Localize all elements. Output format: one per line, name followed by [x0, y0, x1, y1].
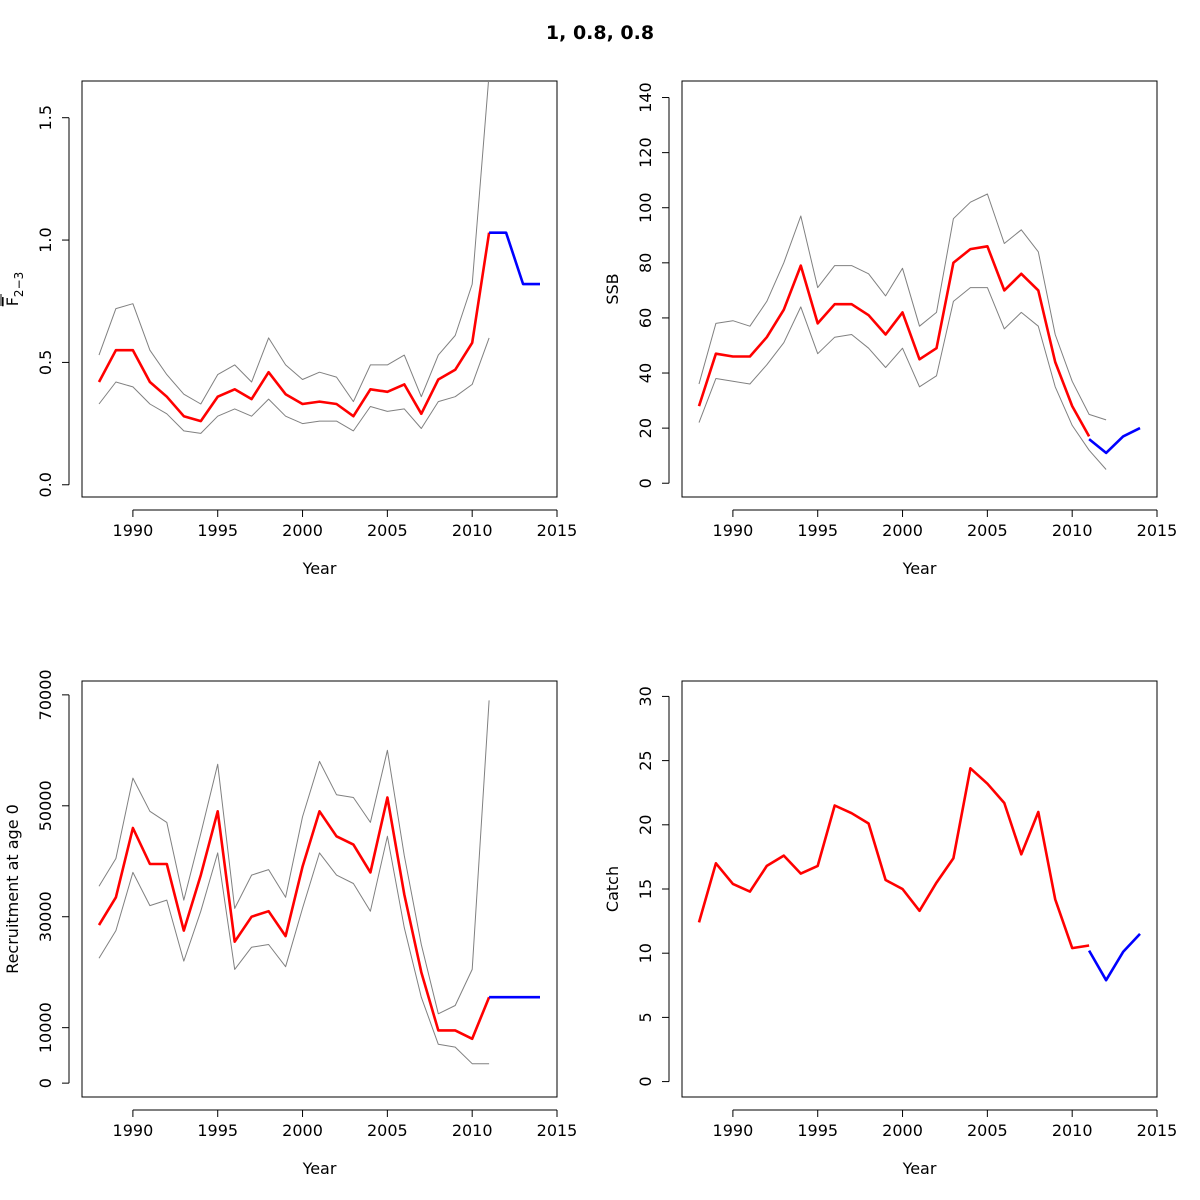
x-tick-label: 2000 — [282, 1121, 323, 1140]
y-axis-label: F2−3 — [3, 272, 26, 307]
y-tick-label: 80 — [636, 253, 655, 273]
y-tick-label: 30000 — [36, 891, 55, 942]
x-tick-label: 1995 — [797, 1121, 838, 1140]
panel-f-bar: 1990 1995 2000 2005 2010 2015 0.0 0.5 1.0 1.5 Year… — [0, 80, 578, 578]
y-tick-label: 25 — [636, 750, 655, 770]
y-tick-label: 100 — [636, 192, 655, 223]
x-axis-label: Year — [302, 559, 337, 578]
x-axis-label: Year — [902, 1159, 937, 1178]
x-tick-label: 2000 — [882, 1121, 923, 1140]
x-tick-label: 1990 — [113, 521, 154, 540]
panel-recruitment: 1990 1995 2000 2005 2010 2015 0 10000 30000 50000… — [3, 669, 577, 1178]
x-tick-label: 2005 — [967, 1121, 1008, 1140]
ci-series-line — [698, 287, 1107, 470]
y-tick-label: 60 — [636, 308, 655, 328]
ci-series-line — [98, 835, 490, 1065]
y-tick-label: 15 — [636, 879, 655, 899]
x-tick-label: 2000 — [882, 521, 923, 540]
y-tick-label: 5 — [636, 1012, 655, 1022]
estimate-series-line — [697, 766, 1090, 950]
plot-frame — [681, 80, 1158, 498]
x-axis-label: Year — [902, 559, 937, 578]
x-tick-label: 1995 — [797, 521, 838, 540]
y-tick-label: 40 — [636, 363, 655, 383]
ci-series-line — [98, 700, 490, 1015]
plot-frame — [681, 680, 1158, 1098]
y-axis-label: Catch — [603, 866, 622, 912]
figure-title: 1, 0.8, 0.8 — [546, 22, 654, 44]
forecast-series-line — [1087, 933, 1141, 982]
x-tick-label: 2010 — [1052, 521, 1093, 540]
x-tick-label: 1990 — [713, 521, 754, 540]
y-tick-label: 70000 — [36, 669, 55, 720]
x-tick-label: 2010 — [452, 521, 493, 540]
y-tick-label: 120 — [636, 137, 655, 168]
y-axis-label: SSB — [603, 273, 622, 304]
y-tick-label: 10 — [636, 943, 655, 963]
y-tick-label: 1.5 — [36, 105, 55, 130]
x-tick-label: 2015 — [537, 1121, 578, 1140]
y-tick-label: 50000 — [36, 780, 55, 831]
x-tick-label: 1995 — [197, 1121, 238, 1140]
x-tick-label: 2000 — [282, 521, 323, 540]
x-tick-label: 1990 — [113, 1121, 154, 1140]
x-axis-label: Year — [302, 1159, 337, 1178]
x-tick-label: 1990 — [713, 1121, 754, 1140]
estimate-series-line — [697, 245, 1091, 438]
y-tick-label: 1.0 — [36, 227, 55, 252]
y-tick-label: 0.5 — [36, 350, 55, 375]
y-tick-label: 0.0 — [36, 472, 55, 497]
y-tick-label: 0 — [36, 1078, 55, 1088]
ci-series-line — [98, 337, 490, 434]
y-tick-label: 0 — [636, 478, 655, 488]
x-tick-label: 2010 — [452, 1121, 493, 1140]
ci-series-line — [698, 193, 1107, 421]
x-tick-label: 2005 — [367, 521, 408, 540]
x-tick-label: 2005 — [367, 1121, 408, 1140]
x-tick-label: 2005 — [967, 521, 1008, 540]
plot-frame — [81, 80, 558, 498]
y-tick-label: 20 — [636, 418, 655, 438]
panel-catch: 1990 1995 2000 2005 2010 2015 0 5 10 15 20 25 30 Year… — [603, 680, 1178, 1178]
y-tick-label: 20 — [636, 815, 655, 835]
x-tick-label: 2015 — [1137, 1121, 1178, 1140]
panel-ssb: 1990 1995 2000 2005 2010 2015 0 20 40 60 80 100 120 1… — [603, 80, 1178, 578]
estimate-series-line — [97, 796, 491, 1041]
x-tick-label: 2010 — [1052, 1121, 1093, 1140]
y-tick-label: 140 — [636, 82, 655, 113]
y-tick-label: 0 — [636, 1076, 655, 1086]
y-tick-label: 30 — [636, 686, 655, 706]
x-tick-label: 1995 — [197, 521, 238, 540]
ci-series-line — [98, 81, 490, 405]
y-tick-label: 10000 — [36, 1002, 55, 1053]
forecast-series-line — [1088, 426, 1141, 455]
x-tick-label: 2015 — [1137, 521, 1178, 540]
forecast-series-line — [489, 231, 540, 286]
plot-frame — [81, 680, 558, 1098]
x-tick-label: 2015 — [537, 521, 578, 540]
y-axis-label: Recruitment at age 0 — [3, 804, 22, 974]
estimate-series-line — [97, 232, 491, 423]
